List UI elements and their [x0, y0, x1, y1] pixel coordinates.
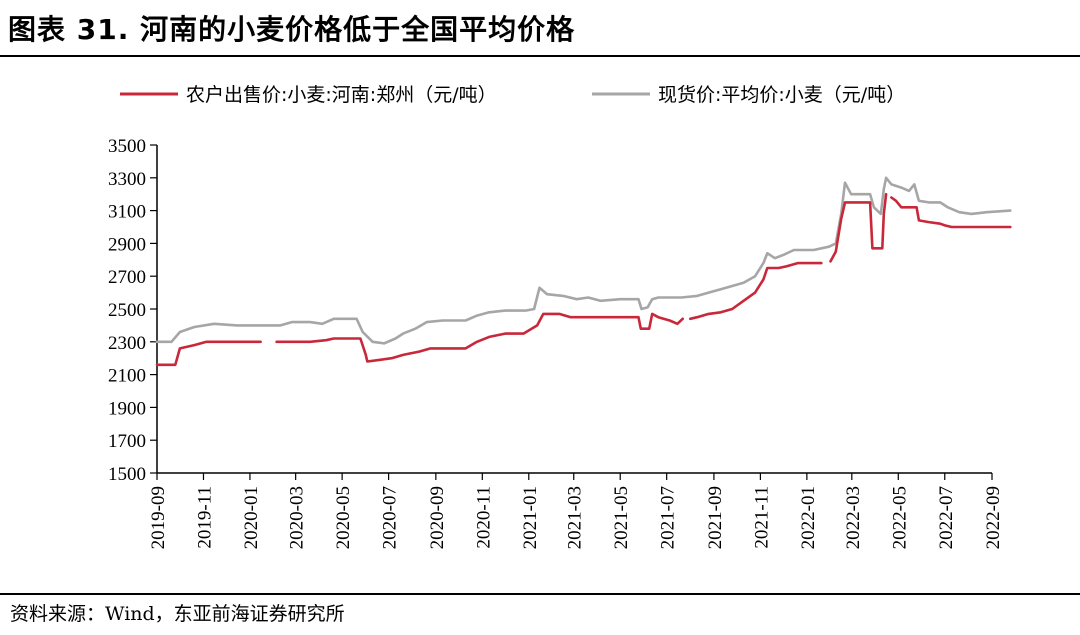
x-tick-label: 2020-09 [427, 486, 448, 549]
x-tick-label: 2022-03 [843, 486, 864, 549]
y-tick-label: 3300 [108, 169, 146, 190]
x-tick-label: 2021-05 [611, 486, 632, 549]
chart-legend: 农户出售价:小麦:河南:郑州（元/吨） 现货价:平均价:小麦（元/吨） [120, 84, 905, 106]
x-tick-label: 2021-01 [520, 486, 541, 549]
title-rule [0, 55, 1080, 57]
x-tick-label: 2022-05 [889, 486, 910, 549]
series-line-farmer-price [275, 312, 685, 363]
y-tick-label: 2100 [108, 366, 146, 387]
x-tick-label: 2022-09 [983, 486, 1004, 549]
y-tick-label: 1700 [108, 431, 146, 452]
x-tick-label: 2019-11 [194, 486, 215, 549]
y-tick-label: 1900 [108, 398, 146, 419]
x-tick-label: 2020-03 [287, 486, 308, 549]
series-line-spot-price [155, 176, 1012, 345]
x-tick-label: 2022-07 [936, 486, 957, 549]
source-rule [0, 593, 1080, 595]
y-tick-label: 2500 [108, 300, 146, 321]
y-tick-label: 2900 [108, 234, 146, 255]
x-tick-label: 2021-07 [658, 486, 679, 549]
y-tick-label: 2700 [108, 267, 146, 288]
legend-label-spot-price: 现货价:平均价:小麦（元/吨） [658, 84, 905, 106]
x-tick-label: 2022-01 [798, 486, 819, 549]
series-line-farmer-price [890, 196, 1012, 229]
x-tick-label: 2019-09 [148, 486, 169, 549]
source-note: 资料来源：Wind，东亚前海证券研究所 [10, 603, 345, 625]
y-tick-label: 2300 [108, 333, 146, 354]
legend-label-farmer-price: 农户出售价:小麦:河南:郑州（元/吨） [186, 84, 497, 106]
y-tick-label: 3100 [108, 202, 146, 223]
y-tick-label: 1500 [108, 464, 146, 485]
x-tick-label: 2020-01 [241, 486, 262, 549]
x-tick-label: 2020-11 [473, 486, 494, 549]
y-tick-label: 3500 [108, 136, 146, 157]
series-line-farmer-price [829, 192, 888, 263]
series-line-farmer-price [688, 261, 823, 321]
plot-area: 1500 1700 1900 2100 2300 2500 2700 2900 3100 3300… [108, 136, 1012, 549]
series-line-farmer-price [155, 340, 262, 367]
figure-title: 图表 31. 河南的小麦价格低于全国平均价格 [8, 13, 576, 46]
x-tick-label: 2020-07 [380, 486, 401, 549]
x-tick-label: 2020-05 [333, 486, 354, 549]
x-tick-label: 2021-03 [565, 486, 586, 549]
line-chart: 农户出售价:小麦:河南:郑州（元/吨） 现货价:平均价:小麦（元/吨） 1500… [108, 84, 1012, 549]
x-tick-label: 2021-11 [751, 486, 772, 549]
x-tick-label: 2021-09 [705, 486, 726, 549]
